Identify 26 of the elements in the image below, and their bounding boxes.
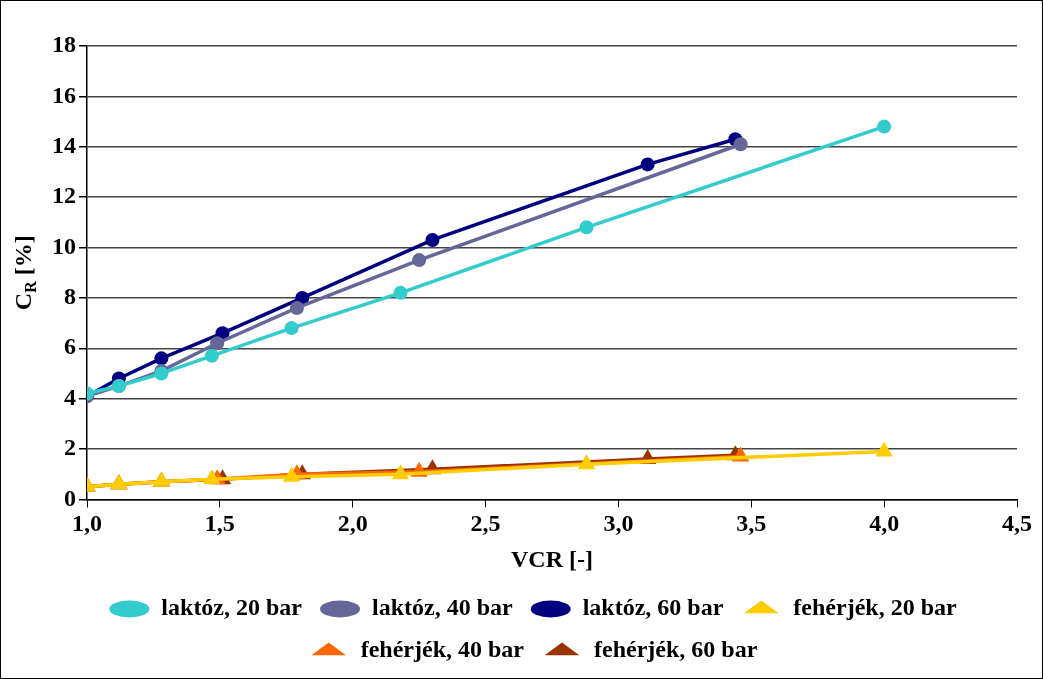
- y-axis-title: CR [%]: [10, 235, 39, 311]
- x-tick-label: 2,5: [470, 510, 501, 536]
- legend-label: fehérjék, 60 bar: [594, 636, 758, 663]
- y-tick-label: 14: [52, 131, 76, 158]
- legend-label: fehérjék, 40 bar: [360, 636, 525, 663]
- y-tick-label: 10: [52, 232, 76, 259]
- x-tick-label: 1,0: [72, 510, 102, 536]
- x-axis-title: VCR [-]: [511, 545, 593, 572]
- y-tick-label: 4: [64, 383, 76, 410]
- x-tick-label: 4,0: [869, 510, 900, 536]
- y-tick-label: 0: [64, 484, 76, 511]
- legend-label: laktóz, 60 bar: [582, 594, 724, 621]
- y-tick-label: 2: [64, 434, 76, 461]
- y-tick-label: 8: [64, 283, 76, 310]
- x-tick-label: 2,0: [337, 510, 368, 536]
- x-tick-label: 1,5: [204, 510, 235, 536]
- y-tick-label: 16: [52, 81, 76, 108]
- legend-label: fehérjék, 20 bar: [793, 594, 957, 621]
- legend-label: laktóz, 20 bar: [161, 594, 303, 621]
- y-tick-label: 18: [52, 31, 76, 58]
- y-tick-label: 12: [52, 182, 76, 209]
- x-tick-label: 4,5: [1002, 510, 1032, 536]
- y-tick-label: 6: [64, 333, 76, 360]
- x-tick-label: 3,5: [736, 510, 767, 536]
- legend-label: laktóz, 40 bar: [372, 594, 514, 621]
- x-tick-label: 3,0: [603, 510, 634, 536]
